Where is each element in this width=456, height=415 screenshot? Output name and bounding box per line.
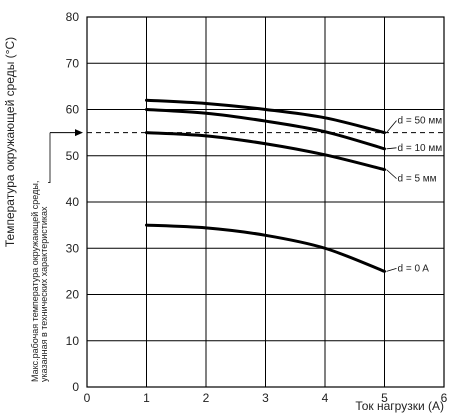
series-label-leader <box>386 267 397 272</box>
series-line <box>145 131 386 172</box>
series-label-leader <box>386 147 397 150</box>
y-tick-label: 80 <box>66 10 80 24</box>
x-tick-label: 6 <box>441 391 448 405</box>
reference-note-line: Макс.рабочая температура окружающей сред… <box>30 181 40 382</box>
y-tick-label: 20 <box>66 288 80 302</box>
reference-arrow-head <box>75 129 83 137</box>
x-tick-label: 3 <box>262 391 269 405</box>
series-label-leader <box>386 169 397 179</box>
series-line <box>145 223 386 273</box>
y-tick-label: 70 <box>66 56 80 70</box>
axes: 0 10 20 30 40 50 60 70 80 0 1 2 3 4 5 6 <box>66 10 448 405</box>
series-label: d = 0 A <box>398 263 430 274</box>
series-label: d = 5 мм <box>398 174 437 185</box>
y-tick-label: 40 <box>66 195 80 209</box>
x-tick-label: 5 <box>381 391 388 405</box>
x-tick-label: 0 <box>84 391 91 405</box>
reference-note-line: указанная в технических характеристиках <box>39 206 49 382</box>
series-line <box>145 98 386 135</box>
y-tick-label: 0 <box>72 380 79 394</box>
y-tick-label: 50 <box>66 149 80 163</box>
series-label: d = 10 мм <box>398 143 443 154</box>
series-group <box>145 98 397 273</box>
y-tick-label: 60 <box>66 103 80 117</box>
x-tick-label: 2 <box>203 391 210 405</box>
y-tick-label: 10 <box>66 334 80 348</box>
series-label-leader <box>386 120 397 133</box>
y-axis-title: Температура окружающей среды (°C) <box>3 37 17 247</box>
series-label: d = 50 мм <box>398 116 443 127</box>
reference-leader <box>48 132 51 184</box>
labels: Ток нагрузки (A) Температура окружающей с… <box>3 37 444 413</box>
grid <box>86 16 445 388</box>
y-tick-label: 30 <box>66 241 80 255</box>
series-line <box>145 108 386 151</box>
x-axis-title: Ток нагрузки (A) <box>355 399 444 413</box>
plot-frame <box>86 16 445 388</box>
x-tick-label: 1 <box>143 391 150 405</box>
x-tick-label: 4 <box>322 391 329 405</box>
